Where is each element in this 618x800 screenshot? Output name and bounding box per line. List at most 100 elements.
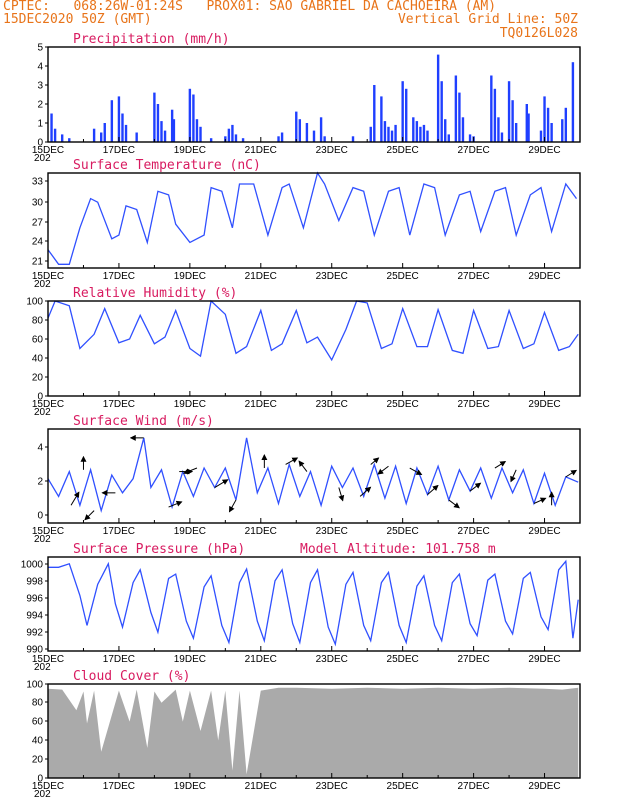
wind-vector (370, 457, 380, 465)
precip-bar (458, 92, 461, 142)
x-tick-label: 15DEC (32, 399, 64, 410)
panel-title: Cloud Cover (%) (73, 669, 190, 684)
precip-bar (426, 130, 429, 142)
precip-bar (100, 132, 103, 142)
y-tick-label: 4 (37, 443, 43, 454)
y-tick-label: 24 (32, 237, 44, 248)
header-model-id: TQ0126L028 (499, 26, 578, 41)
precip-bar (172, 119, 176, 142)
wind-vector (70, 491, 80, 506)
x-tick-label: 27DEC (457, 654, 489, 665)
y-tick-label: 2 (37, 477, 43, 488)
y-tick-label: 0 (37, 138, 43, 149)
x-tick-label: 27DEC (457, 399, 489, 410)
precip-bar (369, 126, 372, 142)
precip-bar (380, 96, 383, 142)
y-tick-label: 0 (37, 774, 43, 785)
panel-title: Surface Temperature (nC) (73, 158, 261, 173)
x-tick-label: 23DEC (316, 399, 348, 410)
precip-bar (490, 75, 493, 142)
precip-bar (550, 123, 553, 142)
precip-bar (53, 128, 57, 142)
y-tick-label: 20 (32, 755, 44, 766)
y-tick-label: 40 (32, 736, 44, 747)
panel-frame (47, 46, 581, 143)
x-tick-label: 15DEC (32, 526, 64, 537)
header-grid-note: Vertical Grid Line: 50Z (397, 12, 578, 27)
x-tick-label: 19DEC (174, 145, 206, 156)
x-tick-label: 27DEC (457, 145, 489, 156)
x-tick-label: 15DEC (32, 271, 64, 282)
header-line1: CPTEC: 068:26W-01:24S PROX01: SAO GABRIE… (3, 0, 497, 14)
precip-bar (135, 132, 138, 142)
wind-vector (168, 500, 183, 508)
precip-bar (394, 124, 397, 142)
x-under-label: 202 (34, 407, 51, 418)
x-tick-label: 21DEC (245, 145, 277, 156)
precip-bar (351, 136, 355, 142)
panel-frame (47, 172, 581, 269)
x-tick-label: 19DEC (174, 271, 206, 282)
wind-vector (285, 457, 299, 465)
x-under-label: 202 (34, 662, 51, 673)
x-tick-label: 25DEC (387, 654, 419, 665)
panel-1 (45, 46, 581, 143)
wind-vector (228, 499, 237, 513)
precip-bar (468, 134, 472, 142)
x-under-label: 202 (34, 534, 51, 545)
precip-bar (117, 96, 121, 142)
precip-bar (305, 123, 309, 142)
y-tick-label: 40 (32, 354, 44, 365)
precip-bar (160, 121, 163, 142)
x-tick-label: 19DEC (174, 781, 206, 792)
precip-bar (422, 124, 426, 142)
y-tick-label: 996 (26, 594, 43, 605)
wind-vector (377, 465, 389, 475)
y-tick-label: 0 (37, 392, 43, 403)
panel-frame (47, 683, 581, 779)
wind-vector (298, 460, 308, 472)
x-tick-label: 29DEC (528, 654, 560, 665)
y-tick-label: 1 (37, 119, 43, 130)
precip-bar (419, 126, 422, 142)
wind-vector (409, 467, 423, 476)
x-tick-label: 17DEC (103, 526, 135, 537)
precip-bar (156, 104, 160, 142)
precip-bar (124, 124, 128, 142)
y-tick-label: 27 (32, 218, 44, 229)
precip-bar (390, 130, 394, 142)
x-tick-label: 23DEC (316, 271, 348, 282)
series-line (47, 171, 578, 265)
precip-bar (405, 88, 408, 142)
precip-bar (546, 107, 550, 142)
precip-bar (241, 138, 245, 142)
precip-bar (497, 117, 500, 142)
x-tick-label: 29DEC (528, 399, 560, 410)
precip-bar (444, 119, 447, 142)
precip-bar (493, 88, 497, 142)
precip-bar (436, 54, 440, 142)
precip-bar (412, 117, 415, 142)
precip-bar (295, 111, 298, 142)
precip-bar (195, 119, 199, 142)
wind-vector (427, 484, 439, 495)
precip-bar (92, 128, 96, 142)
wind-vector (469, 482, 482, 492)
precip-bar (68, 138, 71, 142)
precip-bar (280, 132, 284, 142)
x-tick-label: 21DEC (245, 781, 277, 792)
precip-bar (507, 81, 511, 142)
x-tick-label: 23DEC (316, 781, 348, 792)
series-line (47, 299, 579, 362)
x-tick-label: 21DEC (245, 654, 277, 665)
panel-frame (47, 300, 581, 397)
y-tick-label: 1000 (21, 560, 44, 571)
y-tick-label: 2 (37, 100, 43, 111)
wind-vector (510, 469, 517, 483)
x-under-label: 202 (34, 153, 51, 164)
precip-bar (539, 130, 543, 142)
x-tick-label: 29DEC (528, 145, 560, 156)
x-tick-label: 27DEC (457, 781, 489, 792)
wind-vector (359, 486, 372, 497)
